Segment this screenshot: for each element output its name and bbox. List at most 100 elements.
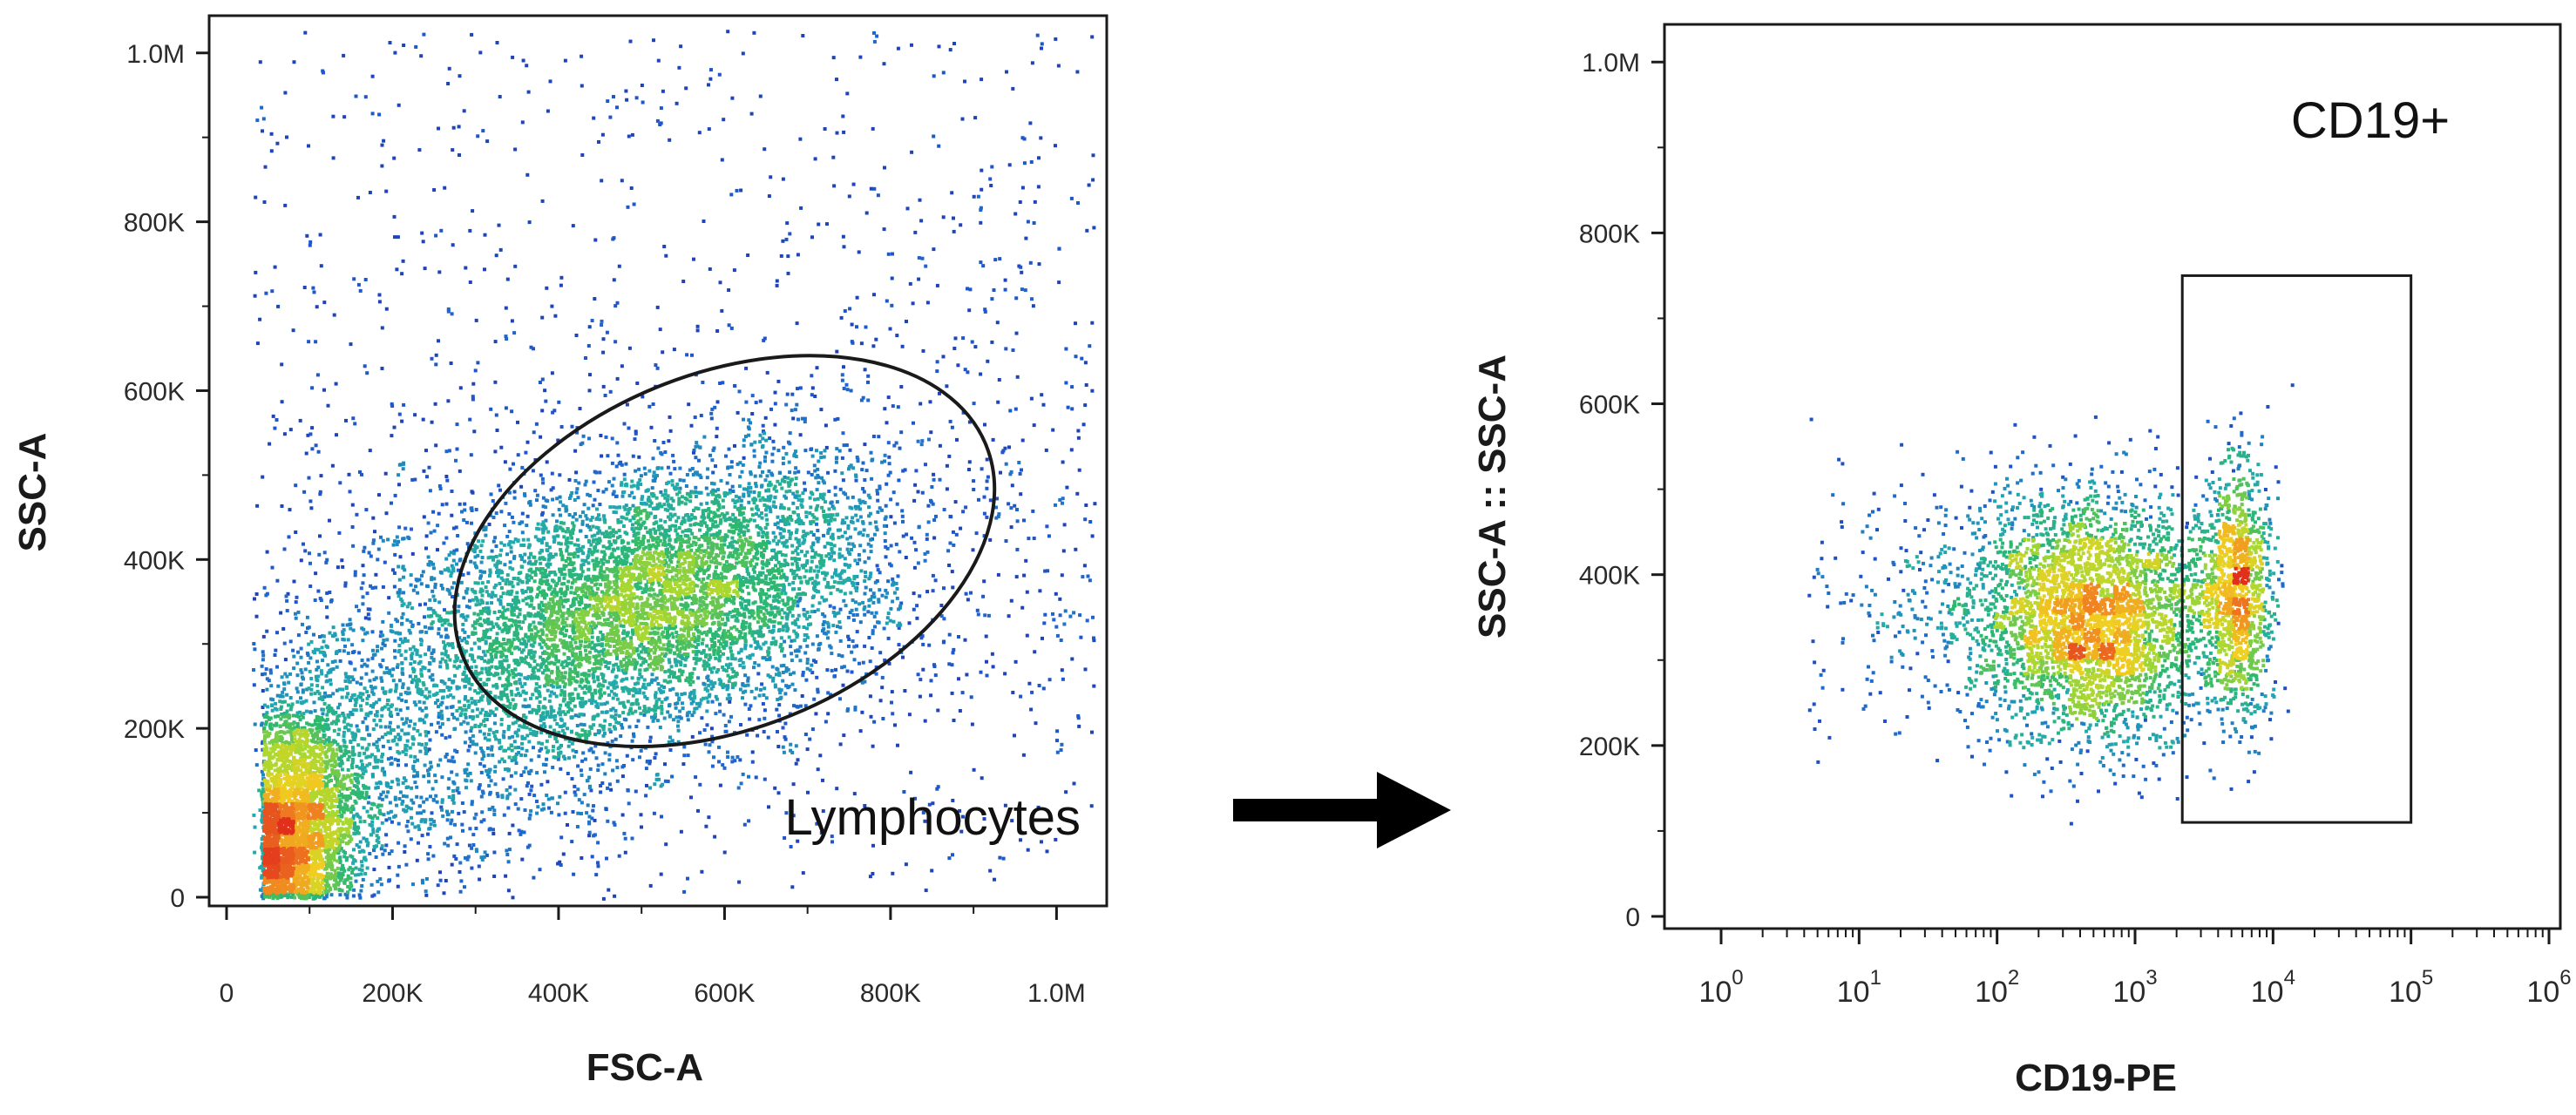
data-point <box>1019 694 1023 699</box>
data-point <box>492 813 497 816</box>
data-point <box>1038 589 1042 593</box>
data-point <box>695 328 700 333</box>
data-point <box>550 471 554 476</box>
data-point <box>752 666 756 670</box>
data-point <box>612 821 616 825</box>
data-point <box>394 686 398 690</box>
data-point <box>454 857 458 861</box>
data-point <box>529 788 533 793</box>
data-point <box>1087 183 1091 187</box>
data-point <box>600 702 603 706</box>
data-point <box>846 634 851 639</box>
data-point <box>363 686 367 691</box>
data-point <box>617 462 621 466</box>
data-point <box>436 720 440 725</box>
data-point <box>815 575 819 579</box>
data-point <box>439 584 444 587</box>
data-point <box>358 895 363 900</box>
data-point <box>888 327 892 331</box>
data-point <box>410 625 415 628</box>
data-point <box>921 348 925 353</box>
data-point <box>341 712 345 715</box>
data-point <box>854 506 858 510</box>
data-point <box>918 198 922 202</box>
data-point <box>768 497 772 501</box>
data-point <box>840 471 844 476</box>
data-point <box>367 733 371 737</box>
data-point <box>394 707 398 712</box>
data-point <box>351 628 356 632</box>
data-point <box>403 691 408 694</box>
data-point <box>369 704 373 708</box>
data-point <box>376 879 380 883</box>
data-point <box>995 497 1000 501</box>
data-point <box>451 794 456 798</box>
data-point <box>450 862 454 867</box>
data-point <box>874 337 878 341</box>
data-point <box>895 596 899 600</box>
data-point <box>429 606 433 611</box>
data-point <box>1058 597 1062 601</box>
data-point <box>608 505 613 510</box>
data-point <box>570 777 574 780</box>
data-point <box>831 611 836 614</box>
data-point <box>805 610 810 614</box>
data-point <box>433 582 437 586</box>
data-point <box>453 659 458 664</box>
data-point <box>455 788 459 793</box>
data-point <box>352 858 356 862</box>
data-point <box>871 744 875 748</box>
data-point <box>985 515 989 519</box>
data-point <box>804 515 809 518</box>
data-point <box>315 689 320 693</box>
data-point <box>1070 407 1074 411</box>
data-point <box>567 513 572 517</box>
data-point <box>994 840 999 844</box>
data-point <box>529 758 533 762</box>
data-point <box>276 684 281 688</box>
data-point <box>326 403 330 408</box>
data-point <box>773 422 777 427</box>
data-point <box>576 544 580 548</box>
data-point <box>630 526 634 530</box>
data-point <box>606 786 610 790</box>
data-point <box>357 868 362 872</box>
data-point <box>515 687 519 692</box>
data-point <box>953 500 958 504</box>
data-point <box>661 350 665 355</box>
data-point <box>834 612 838 616</box>
data-point <box>983 613 987 618</box>
data-point <box>621 689 626 693</box>
data-point <box>391 667 396 672</box>
data-point <box>914 469 919 473</box>
data-point <box>437 627 441 632</box>
data-point <box>1028 121 1033 125</box>
data-point <box>763 640 768 645</box>
data-point <box>730 656 735 660</box>
data-point <box>376 890 381 895</box>
data-point <box>359 872 363 876</box>
data-point <box>473 544 477 548</box>
data-point <box>741 51 745 56</box>
data-point <box>349 626 353 631</box>
data-point <box>520 747 525 751</box>
data-point <box>411 742 416 747</box>
data-point <box>479 855 484 860</box>
data-point <box>324 644 329 648</box>
data-point <box>607 727 612 732</box>
data-point <box>531 693 535 697</box>
data-point <box>361 564 365 568</box>
data-point <box>432 529 437 533</box>
data-point <box>698 782 702 787</box>
data-point <box>586 554 591 558</box>
data-point <box>722 766 727 770</box>
data-point <box>394 689 397 693</box>
data-point <box>648 883 653 888</box>
data-point <box>527 843 532 848</box>
data-point <box>901 655 905 659</box>
data-point <box>368 191 372 194</box>
data-point <box>523 698 527 702</box>
data-point <box>885 621 889 625</box>
data-point <box>749 112 754 116</box>
data-point <box>609 689 613 693</box>
